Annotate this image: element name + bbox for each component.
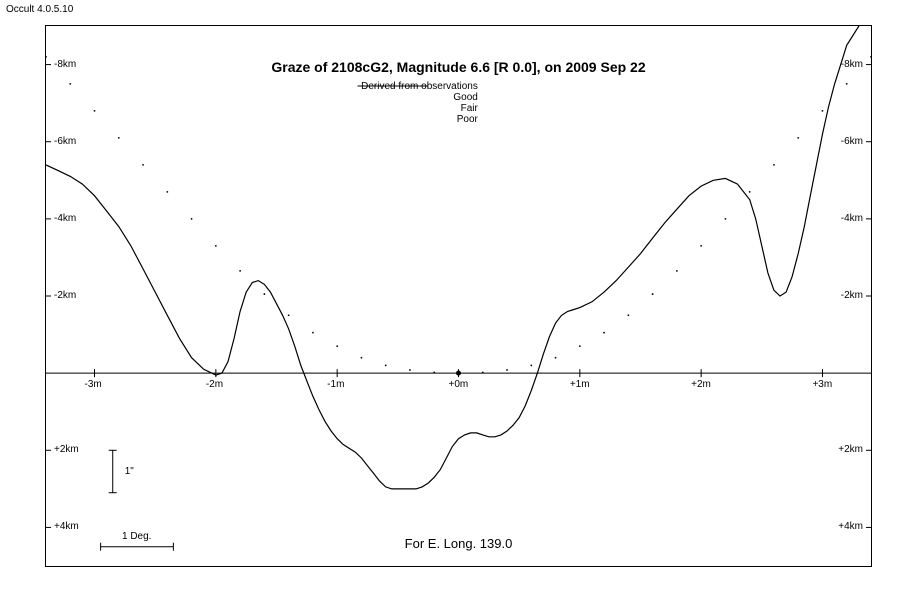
x-tick-label: +3m	[812, 379, 832, 390]
legend-line	[486, 114, 556, 124]
x-tick-label: +2m	[691, 379, 711, 390]
y-tick-label: +2km	[54, 444, 79, 455]
x-tick-label: -2m	[206, 379, 223, 390]
y-tick-label: -2km	[54, 290, 76, 301]
x-tick-label: +1m	[570, 379, 590, 390]
x-tick-label: -1m	[327, 379, 344, 390]
center-marker	[456, 371, 461, 376]
plot-area: Graze of 2108cG2, Magnitude 6.6 [R 0.0],…	[45, 25, 872, 567]
app-version: Occult 4.0.5.10	[6, 4, 73, 15]
scale-bar-horizontal-label: 1 Deg.	[122, 531, 151, 542]
chart-title: Graze of 2108cG2, Magnitude 6.6 [R 0.0],…	[271, 59, 645, 75]
y-tick-label: -8km	[841, 59, 863, 70]
y-tick-label: -4km	[841, 213, 863, 224]
legend-label: Fair	[357, 103, 482, 114]
y-tick-label: -4km	[54, 213, 76, 224]
legend-label: Good	[357, 92, 482, 103]
legend-label: Poor	[357, 114, 482, 125]
y-tick-label: -2km	[841, 290, 863, 301]
x-tick-label: +0m	[449, 379, 469, 390]
legend: Derived from observationsGoodFairPoor	[357, 81, 560, 125]
legend-line	[486, 103, 556, 113]
x-tick-label: -3m	[85, 379, 102, 390]
chart-footer: For E. Long. 139.0	[405, 536, 513, 551]
y-tick-label: +2km	[838, 444, 863, 455]
legend-line	[486, 92, 556, 102]
y-tick-label: +4km	[838, 521, 863, 532]
y-tick-label: -6km	[841, 136, 863, 147]
scale-bar-vertical-label: 1"	[125, 466, 134, 477]
y-tick-label: -8km	[54, 59, 76, 70]
y-tick-label: -6km	[54, 136, 76, 147]
legend-line	[486, 81, 556, 91]
y-tick-label: +4km	[54, 521, 79, 532]
